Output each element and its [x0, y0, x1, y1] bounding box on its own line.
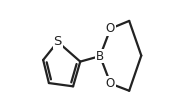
Text: B: B	[96, 50, 104, 63]
Text: O: O	[106, 22, 115, 35]
Text: S: S	[54, 35, 62, 48]
Text: O: O	[106, 77, 115, 90]
